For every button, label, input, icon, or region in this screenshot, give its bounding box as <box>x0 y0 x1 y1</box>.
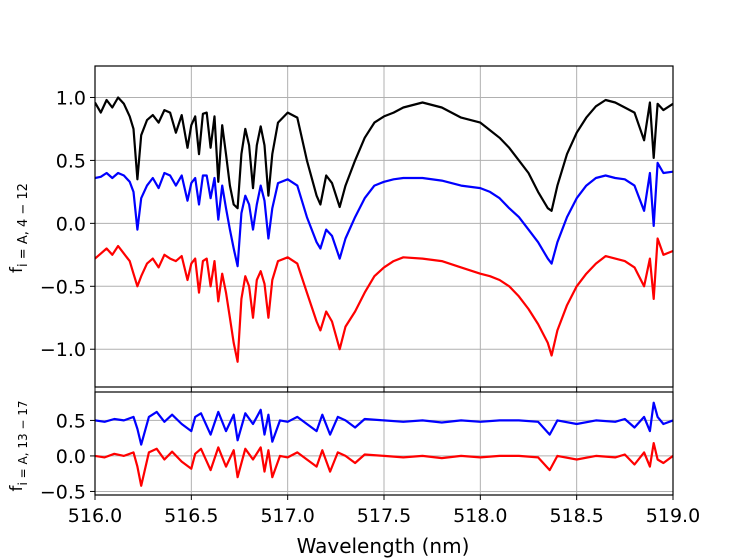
top-y-axis-label: fi = A, 4 − 12 <box>7 183 31 273</box>
top-y-tick-label: 0.0 <box>56 213 86 235</box>
top-y-tick-label: 1.0 <box>56 87 86 109</box>
top-series-line-2 <box>95 237 673 363</box>
bottom-x-tick-label: 518.0 <box>453 505 507 527</box>
bottom-y-axis-label-main: f <box>7 485 27 492</box>
top-panel: 1.0 0.5 0.0 −0.5 −1.0 <box>40 65 674 392</box>
bottom-y-axis-label: fi = A, 13 − 17 <box>7 400 30 491</box>
top-series-line-0 <box>95 96 673 212</box>
bottom-x-tick-label: 517.0 <box>260 505 314 527</box>
x-axis-label: Wavelength (nm) <box>297 534 470 558</box>
top-y-tick-label: −0.5 <box>40 276 86 298</box>
top-y-axis-label-sub: i = A, 4 − 12 <box>16 183 31 267</box>
bottom-x-tick-label: 516.5 <box>164 505 218 527</box>
top-y-axis-label-main: f <box>7 266 27 273</box>
bottom-x-tick-label: 518.5 <box>549 505 603 527</box>
top-y-tick-label: −1.0 <box>40 339 86 361</box>
bottom-x-tick-label: 517.5 <box>357 505 411 527</box>
bottom-x-tick-label: 519.0 <box>646 505 700 527</box>
bottom-y-tick-label: −0.5 <box>40 481 86 503</box>
bottom-y-axis-label-sub: i = A, 13 − 17 <box>16 400 30 485</box>
bottom-series-line-0 <box>95 401 673 446</box>
bottom-x-tick-label: 516.0 <box>68 505 122 527</box>
bottom-y-tick-label: 0.5 <box>56 410 86 432</box>
top-y-tick-label: 0.5 <box>56 150 86 172</box>
top-series-line-1 <box>95 161 673 268</box>
bottom-series-line-1 <box>95 442 673 487</box>
bottom-y-tick-label: 0.0 <box>56 446 86 468</box>
